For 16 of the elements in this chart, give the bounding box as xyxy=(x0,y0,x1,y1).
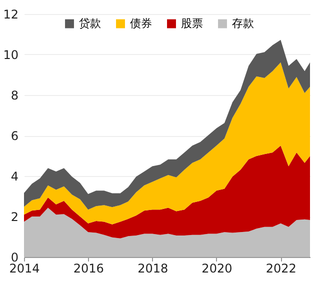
y-tick-label: 12 xyxy=(3,8,18,22)
y-tick-label: 8 xyxy=(10,88,18,102)
x-tick-label: 2022 xyxy=(266,262,296,276)
y-tick-label: 0 xyxy=(10,250,18,264)
x-tick-label: 2020 xyxy=(202,262,232,276)
x-tick-label: 2016 xyxy=(73,262,104,276)
x-tick-label: 2014 xyxy=(9,262,40,276)
legend-label: 债券 xyxy=(130,16,152,30)
x-tick-label: 2018 xyxy=(138,262,168,276)
legend-label: 股票 xyxy=(181,16,203,30)
y-tick-label: 6 xyxy=(10,129,18,143)
y-tick-label: 10 xyxy=(3,48,18,62)
y-tick-label: 2 xyxy=(10,210,18,224)
y-tick-label: 4 xyxy=(10,170,18,184)
legend-label: 贷款 xyxy=(79,16,101,30)
legend-label: 存款 xyxy=(232,16,254,30)
